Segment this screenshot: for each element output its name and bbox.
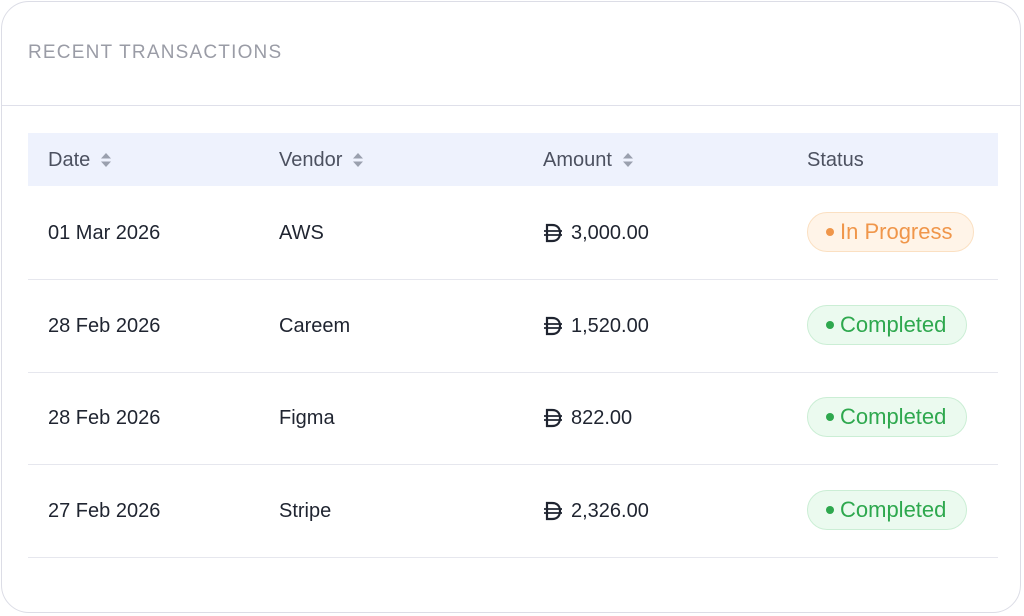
sort-icon[interactable] xyxy=(352,152,364,168)
column-label: Amount xyxy=(543,149,612,171)
column-header[interactable]: Date xyxy=(48,148,112,172)
column-header: Status xyxy=(807,148,864,172)
currency-icon xyxy=(543,501,563,521)
amount: 3,000.00 xyxy=(571,222,649,244)
status-text: In Progress xyxy=(840,219,953,244)
status-dot xyxy=(826,505,834,514)
date-cell: 01 Mar 2026 xyxy=(48,221,160,245)
date: 28 Feb 2026 xyxy=(48,314,161,337)
amount: 1,520.00 xyxy=(571,314,649,337)
status-dot xyxy=(826,320,834,329)
amount-cell: 1,520.00 xyxy=(543,314,649,338)
vendor: Careem xyxy=(279,314,351,337)
table-row: 27 Feb 2026 Stripe 2,326.00 Completed xyxy=(28,465,998,558)
column-label: Date xyxy=(48,149,91,171)
column-header[interactable]: Vendor xyxy=(279,148,364,172)
currency-icon xyxy=(543,316,563,336)
status-text: Completed xyxy=(840,311,947,337)
column-label: Vendor xyxy=(279,149,343,171)
status-badge: Completed xyxy=(807,489,968,530)
date: 01 Mar 2026 xyxy=(48,222,161,244)
amount-cell: 2,326.00 xyxy=(543,499,649,523)
amount: 822.00 xyxy=(571,407,633,429)
currency-icon xyxy=(543,408,563,428)
vendor-cell: Careem xyxy=(279,314,350,338)
table-row: 28 Feb 2026 Careem 1,520.00 Completed xyxy=(28,280,998,373)
status-text: Completed xyxy=(840,404,947,429)
amount-cell: 822.00 xyxy=(543,406,632,430)
column-header[interactable]: Amount xyxy=(543,148,634,172)
table-row: 01 Mar 2026 AWS 3,000.00 In Progress xyxy=(28,187,998,280)
vendor: Figma xyxy=(279,407,335,429)
status-badge: In Progress xyxy=(807,212,974,252)
status-badge: Completed xyxy=(807,397,968,437)
vendor-cell: Figma xyxy=(279,406,335,430)
status-dot xyxy=(826,228,834,236)
vendor: AWS xyxy=(279,222,324,244)
divider xyxy=(2,105,1020,106)
date: 27 Feb 2026 xyxy=(48,499,161,522)
vendor-cell: AWS xyxy=(279,221,324,245)
status-badge: Completed xyxy=(807,304,968,345)
currency-icon xyxy=(543,223,563,243)
table-header: Date Vendor Amount Status xyxy=(28,133,998,186)
vendor: Stripe xyxy=(279,499,332,522)
vendor-cell: Stripe xyxy=(279,499,331,523)
column-label: Status xyxy=(807,149,864,171)
status-text: Completed xyxy=(840,496,947,522)
date-cell: 27 Feb 2026 xyxy=(48,499,160,523)
status-dot xyxy=(826,413,834,421)
card-title: RECENT TRANSACTIONS xyxy=(28,42,283,63)
sort-icon[interactable] xyxy=(100,152,112,168)
date-cell: 28 Feb 2026 xyxy=(48,314,160,338)
date: 28 Feb 2026 xyxy=(48,407,161,429)
table-row: 28 Feb 2026 Figma 822.00 Completed xyxy=(28,372,998,465)
amount: 2,326.00 xyxy=(571,499,649,522)
sort-icon[interactable] xyxy=(622,152,634,168)
date-cell: 28 Feb 2026 xyxy=(48,406,160,430)
amount-cell: 3,000.00 xyxy=(543,221,649,245)
